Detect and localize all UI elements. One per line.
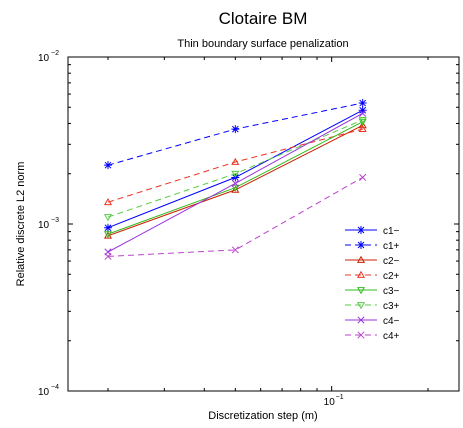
data-point [103, 214, 113, 222]
data-point [358, 118, 367, 126]
data-point [358, 124, 367, 133]
legend-marker [356, 270, 366, 278]
data-point [231, 185, 240, 193]
data-point [231, 184, 240, 192]
legend-label: c3+ [383, 301, 400, 312]
legend-box [338, 222, 418, 344]
x-axis-label: Discretization step (m) [208, 410, 317, 422]
series-line [107, 128, 363, 203]
series-2 [103, 99, 367, 170]
data-point [231, 179, 239, 187]
legend-entry: c3+ [345, 301, 400, 312]
y-tick-label: 10 [38, 387, 50, 398]
legend-marker [357, 241, 365, 249]
axis-ticks: 10 −210 −310 −410 −1 [38, 50, 459, 408]
series-line [107, 119, 363, 218]
series-line [107, 176, 363, 257]
legend-entry: c2− [345, 255, 400, 267]
series-6 [103, 117, 367, 222]
series-5 [103, 118, 367, 239]
series-line [107, 121, 363, 235]
legend-entry: c4+ [345, 331, 400, 342]
legend-label: c3− [383, 286, 400, 297]
data-point [359, 109, 367, 117]
legend-label: c4+ [383, 331, 400, 342]
series-layer [103, 99, 367, 260]
x-tick-exponent: −1 [336, 394, 344, 401]
legend-entry: c1− [345, 226, 400, 237]
legend-marker [356, 287, 366, 295]
y-tick-label: 10 [38, 220, 50, 231]
data-point [103, 223, 112, 232]
data-point [231, 170, 240, 178]
data-point [103, 198, 113, 206]
series-8 [104, 173, 367, 260]
legend-entry: c3− [345, 286, 400, 297]
legend-marker [357, 226, 365, 234]
legend-label: c1− [383, 226, 400, 237]
y-tick-exponent: −4 [51, 384, 59, 391]
data-point [103, 231, 113, 239]
y-tick-label: 10 [38, 53, 50, 64]
legend-label: c4− [383, 316, 400, 327]
data-point [358, 121, 367, 129]
x-tick-label: 10 [324, 397, 336, 408]
y-tick-exponent: −2 [51, 50, 59, 57]
data-point [358, 106, 367, 115]
data-point [231, 157, 240, 165]
legend-label: c2+ [383, 271, 400, 282]
y-tick-exponent: −3 [51, 217, 59, 224]
chart-title: Clotaire BM [219, 9, 308, 28]
data-point [359, 173, 367, 182]
legend-marker [356, 255, 366, 263]
data-point [358, 99, 367, 108]
series-4 [103, 124, 367, 206]
legend-entry: c2+ [345, 270, 400, 282]
legend-entry: c4− [345, 316, 400, 327]
legend: c1− c1+ c2− c2+ c3− c3+ c4− c4+ [345, 226, 400, 342]
data-point [104, 252, 112, 260]
chart-subtitle: Thin boundary surface penalization [177, 38, 348, 50]
y-axis-label: Relative discrete L2 norm [15, 162, 27, 287]
legend-entry: c1+ [345, 241, 400, 252]
data-point [103, 161, 112, 170]
legend-marker [357, 331, 365, 339]
data-point [358, 117, 367, 125]
data-point [231, 125, 240, 134]
legend-marker [357, 316, 365, 324]
legend-label: c2− [383, 256, 400, 267]
legend-marker [356, 302, 366, 310]
legend-label: c1+ [383, 241, 400, 252]
data-point [231, 246, 239, 254]
